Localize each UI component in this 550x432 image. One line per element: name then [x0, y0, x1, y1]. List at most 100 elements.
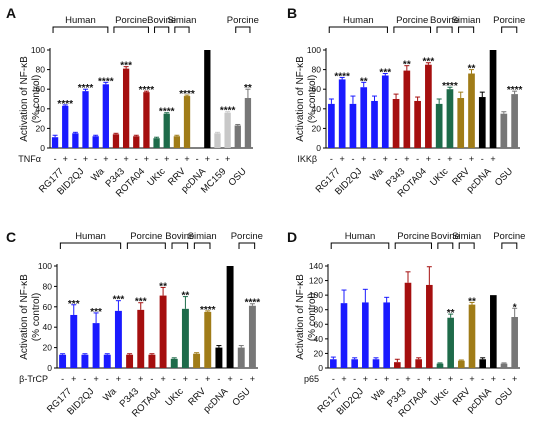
significance-label: **: [182, 291, 190, 302]
treatment-label: TNFα: [18, 154, 41, 164]
bar-rg177-plus: [62, 105, 69, 148]
significance-label: ****: [57, 99, 73, 110]
treatment-sign: +: [469, 154, 474, 164]
panel-letter: D: [287, 229, 297, 245]
treatment-sign: -: [503, 374, 506, 384]
bar-bid2qj-plus: [360, 87, 368, 148]
treatment-sign: +: [404, 154, 409, 164]
treatment-sign: -: [416, 154, 419, 164]
bar-p343-minus: [126, 354, 134, 368]
significance-label: ***: [90, 307, 102, 318]
strain-label: OSU: [226, 166, 248, 188]
y-tick-label: 0: [47, 363, 52, 373]
strain-label: UKtc: [163, 386, 186, 409]
treatment-sign: +: [469, 374, 474, 384]
bar-rrv-minus: [458, 360, 465, 368]
group-label: Simian: [452, 15, 481, 26]
treatment-sign: -: [54, 154, 57, 164]
treatment-sign: -: [114, 154, 117, 164]
treatment-sign: -: [135, 154, 138, 164]
treatment-sign: -: [195, 374, 198, 384]
treatment-sign: -: [481, 374, 484, 384]
treatment-sign: -: [330, 154, 333, 164]
bar-pcdna-plus: [204, 50, 211, 148]
treatment-sign: -: [216, 154, 219, 164]
treatment-sign: +: [160, 374, 165, 384]
panel-letter: B: [287, 5, 297, 21]
y-tick-label: 100: [31, 45, 45, 55]
group-bracket: [436, 26, 453, 33]
group-bracket: [393, 26, 432, 33]
strain-label: pcDNA: [201, 386, 231, 416]
bar-wa-plus: [114, 310, 122, 368]
bar-uktc-plus: [447, 317, 454, 368]
treatment-sign: -: [417, 374, 420, 384]
significance-label: ****: [179, 89, 195, 100]
significance-label: ***: [379, 68, 391, 79]
treatment-sign: +: [93, 374, 98, 384]
group-label: Porcine: [231, 231, 263, 242]
group-bracket: [501, 242, 518, 249]
treatment-sign: +: [83, 154, 88, 164]
treatment-sign: -: [395, 154, 398, 164]
treatment-sign: +: [361, 154, 366, 164]
treatment-sign: +: [426, 154, 431, 164]
bar-osu-plus: [244, 98, 252, 148]
treatment-sign: +: [448, 374, 453, 384]
treatment-sign: +: [340, 154, 345, 164]
group-label: Human: [345, 231, 376, 242]
treatment-sign: +: [205, 374, 210, 384]
treatment-sign: +: [427, 374, 432, 384]
treatment-sign: +: [225, 154, 230, 164]
y-tick-label: 80: [36, 65, 46, 75]
y-tick-label: 100: [309, 290, 323, 300]
bar-rota04-minus: [415, 359, 422, 368]
bar-uktc-plus: [181, 308, 189, 368]
y-tick-label: 40: [312, 104, 322, 114]
bar-pcdna-minus: [215, 347, 223, 368]
bar-p343-plus: [122, 68, 130, 148]
y-tick-label: 20: [43, 343, 53, 353]
bar-osu-plus: [511, 94, 518, 148]
treatment-sign: -: [83, 374, 86, 384]
bar-uktc-minus: [436, 363, 444, 368]
treatment-sign: -: [439, 374, 442, 384]
significance-label: **: [468, 296, 476, 307]
group-label: Porcine: [493, 15, 525, 26]
panel-letter: C: [6, 229, 16, 245]
bar-p343-minus: [394, 362, 401, 368]
treatment-sign: +: [205, 154, 210, 164]
y-tick-label: 60: [314, 319, 324, 329]
panel-letter: A: [6, 5, 16, 21]
bar-bid2qj-plus: [92, 323, 100, 368]
strain-label: pcDNA: [465, 386, 495, 416]
treatment-sign: -: [196, 154, 199, 164]
bar-rg177-plus: [70, 314, 78, 368]
group-label: Human: [75, 231, 106, 242]
bar-osu-plus: [248, 305, 256, 368]
bar-rrv-plus: [204, 311, 212, 368]
group-label: Porcine: [115, 15, 147, 26]
bar-osu-minus: [237, 347, 245, 368]
treatment-sign: -: [481, 154, 484, 164]
group-label: Simian: [452, 231, 481, 242]
bar-rrv-minus: [173, 136, 181, 148]
bar-rota04-plus: [143, 92, 150, 148]
treatment-sign: -: [175, 154, 178, 164]
significance-label: ****: [334, 71, 350, 82]
bar-osu-minus: [500, 113, 508, 148]
treatment-sign: +: [144, 154, 149, 164]
bar-uktc-plus: [446, 89, 454, 148]
bar-rota04-plus: [426, 284, 433, 368]
y-axis-label: Activation of NF-κB(% control): [19, 56, 42, 142]
group-bracket: [394, 242, 432, 249]
significance-label: ***: [135, 297, 147, 308]
y-axis-label: Activation of NF-κB(% control): [19, 274, 42, 360]
group-label: Porcine: [227, 15, 259, 26]
y-tick-label: 100: [38, 261, 52, 271]
treatment-sign: -: [94, 154, 97, 164]
treatment-sign: +: [227, 374, 232, 384]
group-bracket: [193, 242, 211, 249]
significance-label: ****: [98, 76, 114, 87]
bar-p343-plus: [404, 282, 412, 368]
